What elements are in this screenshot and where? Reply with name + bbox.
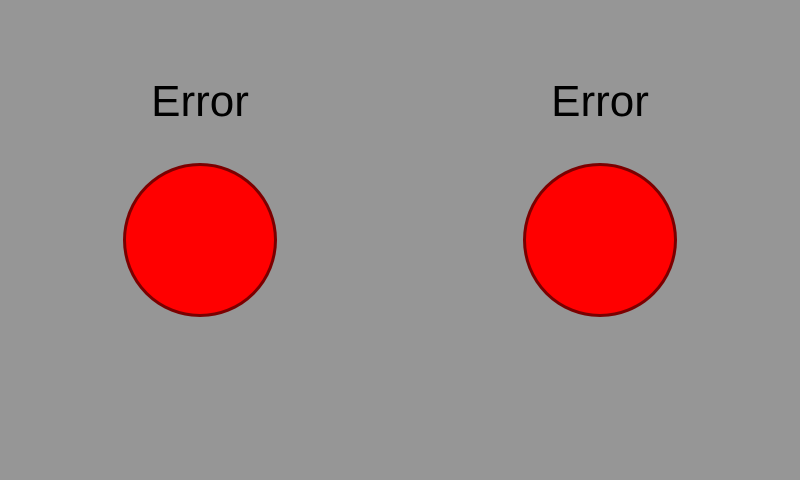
indicator-label: Error bbox=[151, 77, 249, 126]
indicator-label: Error bbox=[551, 77, 649, 126]
error-lamp-icon bbox=[123, 163, 277, 317]
error-indicator-1: Error bbox=[120, 0, 280, 330]
error-lamp-icon bbox=[523, 163, 677, 317]
error-indicator-2: Error bbox=[520, 0, 680, 330]
